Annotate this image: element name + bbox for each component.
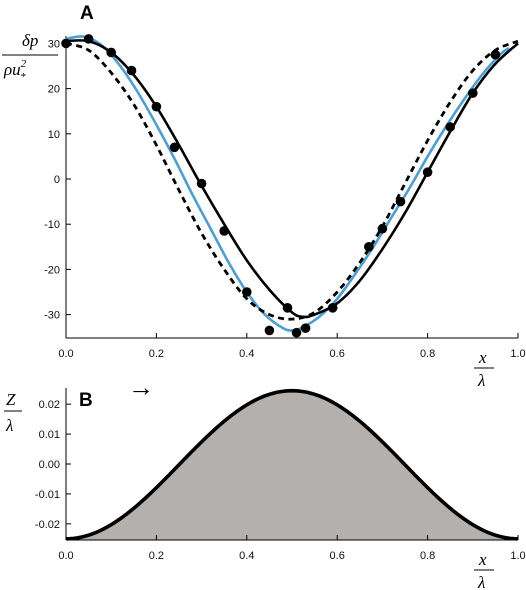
panel-b-profile-fill	[66, 390, 518, 540]
panel-a-y-tick-label: 0	[54, 174, 60, 186]
panel-a-data-point	[364, 242, 374, 252]
panel-a-y-tick-label: -30	[44, 310, 60, 322]
panel-b-ticks: 0.02 0.01 0.00 -0.01 -0.02 0.0 0.2 0.4 0.6 0.8 1.0	[35, 399, 526, 562]
panel-a-x-tick-label: 0.6	[330, 348, 345, 360]
panel-b-x-tick-label: 0.8	[420, 550, 435, 562]
panel-b-ylabel-numerator: Z	[6, 390, 16, 409]
panel-b-ylabel: Z λ	[4, 390, 22, 435]
panel-a-x-tick-label: 0.8	[420, 348, 435, 360]
panel-a-data-point	[83, 34, 94, 44]
panel-a-data-point	[151, 101, 162, 112]
panel-b-ylabel-denominator: λ	[5, 416, 13, 435]
panel-a-y-tick-label: 20	[48, 84, 60, 96]
panel-a-data-point	[490, 49, 501, 60]
panel-a-markers	[61, 34, 501, 338]
panel-a-y-tick-label: 10	[48, 129, 60, 141]
panel-a-xlabel-denominator: λ	[477, 371, 485, 390]
panel-a-data-point	[61, 38, 71, 49]
panel-b-xlabel-numerator: x	[478, 550, 487, 569]
panel-a-data-point	[196, 178, 207, 189]
panel-a-ylabel: δp ρu2 *	[2, 31, 58, 83]
panel-b-y-tick-label: 0.02	[39, 399, 60, 411]
panel-b-x-tick-label: 0.4	[239, 550, 254, 562]
panel-a-data-point	[395, 196, 406, 207]
panel-a-y-tick-label: 30	[48, 38, 60, 50]
flow-direction-arrow-icon: →	[128, 372, 154, 402]
panel-a-data-point	[219, 226, 229, 236]
panel-a-data-point	[300, 323, 311, 333]
panel-a-data-point	[377, 223, 388, 234]
panel-a-x-tick-label: 0.4	[239, 348, 254, 360]
panel-b-profile	[65, 388, 519, 541]
panel-b-xlabel: x λ	[474, 550, 494, 590]
panel-a-data-point	[327, 303, 338, 313]
panel-a-data-point	[422, 167, 433, 178]
panel-a-data-point	[106, 47, 116, 58]
panel-a-y-tick-label: -10	[44, 219, 60, 231]
panel-a-data-point	[468, 88, 478, 98]
panel-a-y-tick-label: -20	[44, 264, 60, 276]
panel-a: A δp ρu2 * 30 20 10 0 -10 -20 -30 0.0 0.2 0.4 0.6 0.…	[2, 3, 526, 390]
panel-a-letter: A	[80, 3, 94, 24]
panel-a-x-tick-label: 0.0	[58, 348, 73, 360]
panel-a-data-point	[242, 287, 252, 297]
panel-b-x-tick-label: 1.0	[510, 550, 525, 562]
panel-a-series-line-3	[65, 39, 519, 321]
panel-a-x-tick-label: 1.0	[510, 348, 525, 360]
panel-a-ylabel-denominator: ρu2 *	[3, 58, 27, 83]
panel-b-x-tick-label: 0.0	[58, 550, 73, 562]
panel-a-data-point	[282, 303, 293, 313]
panel-a-data-point	[169, 142, 180, 153]
panel-b-x-tick-label: 0.6	[330, 550, 345, 562]
panel-a-series	[65, 35, 519, 332]
panel-a-xlabel: x λ	[474, 348, 494, 390]
panel-a-series-line-2	[65, 39, 519, 319]
panel-b-y-tick-label: -0.02	[35, 519, 60, 531]
panel-b-x-tick-label: 0.2	[149, 550, 164, 562]
panel-a-data-point	[126, 65, 137, 76]
panel-a-series-line-1	[65, 35, 510, 332]
panel-a-xlabel-numerator: x	[478, 348, 487, 367]
panel-a-ticks: 30 20 10 0 -10 -20 -30 0.0 0.2 0.4 0.6 0.8 1.0	[44, 38, 526, 360]
panel-a-axes	[65, 36, 518, 339]
panel-b-profile-line	[65, 388, 519, 541]
panel-a-data-point	[264, 325, 275, 336]
panel-b: B → Z λ 0.020.010.00-0.01-0.020.0 0.2 0.4 0…	[4, 372, 526, 590]
panel-a-data-point	[445, 122, 456, 132]
panel-b-y-tick-label: 0.00	[39, 459, 60, 471]
panel-b-y-tick-label: -0.01	[35, 489, 60, 501]
panel-b-letter: B	[79, 390, 93, 411]
panel-a-x-tick-label: 0.2	[149, 348, 164, 360]
panel-a-ylabel-numerator: δp	[22, 31, 38, 50]
panel-a-data-point	[291, 327, 302, 338]
panel-b-y-tick-label: 0.01	[39, 429, 60, 441]
panel-b-xlabel-denominator: λ	[477, 573, 485, 590]
